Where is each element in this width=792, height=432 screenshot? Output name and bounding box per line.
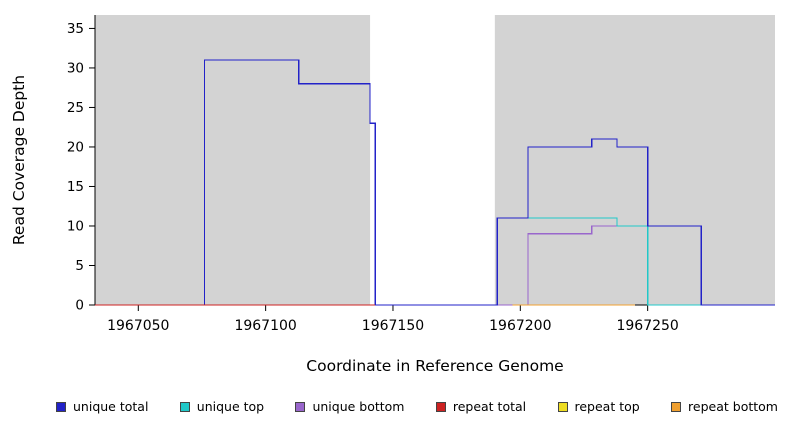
shaded-region (494, 15, 775, 305)
legend: unique total unique top unique bottom repea… (0, 399, 792, 414)
legend-item-repeat-total: repeat total (435, 399, 527, 414)
x-tick-label: 1967200 (489, 318, 551, 334)
y-axis-title: Read Coverage Depth (10, 75, 28, 245)
legend-marker (295, 401, 306, 412)
y-tick-label: 25 (67, 100, 84, 116)
legend-marker (435, 401, 446, 412)
legend-label: repeat total (452, 399, 527, 414)
y-tick-label: 35 (67, 21, 84, 37)
legend-marker (671, 401, 682, 412)
y-tick-label: 30 (67, 60, 84, 76)
y-tick-label: 15 (67, 179, 84, 195)
x-tick-label: 1967250 (616, 318, 678, 334)
legend-label: unique bottom (312, 399, 405, 414)
y-tick-label: 20 (67, 139, 84, 155)
legend-item-repeat-top: repeat top (557, 399, 640, 414)
legend-marker (557, 401, 568, 412)
x-tick-label: 1967100 (234, 318, 296, 334)
x-tick-label: 1967150 (362, 318, 424, 334)
y-tick-label: 0 (75, 298, 84, 314)
legend-label: repeat bottom (688, 399, 778, 414)
series-line-unique-total (95, 59, 775, 306)
legend-marker (179, 401, 190, 412)
x-tick-label: 1967050 (107, 318, 169, 334)
legend-label: repeat top (574, 399, 640, 414)
y-tick-label: 10 (67, 218, 84, 234)
legend-item-unique-total: unique total (56, 399, 148, 414)
plot-dynamic: 1967050 1967100 1967150 1967200 1967250 0 5 10 1… (67, 15, 775, 334)
legend-item-unique-top: unique top (179, 399, 265, 414)
legend-item-unique-bottom: unique bottom (295, 399, 405, 414)
legend-marker (56, 401, 66, 412)
legend-label: unique top (196, 399, 265, 414)
y-tick-label: 5 (75, 258, 84, 274)
legend-item-repeat-bottom: repeat bottom (671, 399, 778, 414)
legend-label: unique total (73, 399, 149, 414)
shaded-region (95, 15, 371, 305)
x-axis-title: Coordinate in Reference Genome (306, 357, 563, 375)
